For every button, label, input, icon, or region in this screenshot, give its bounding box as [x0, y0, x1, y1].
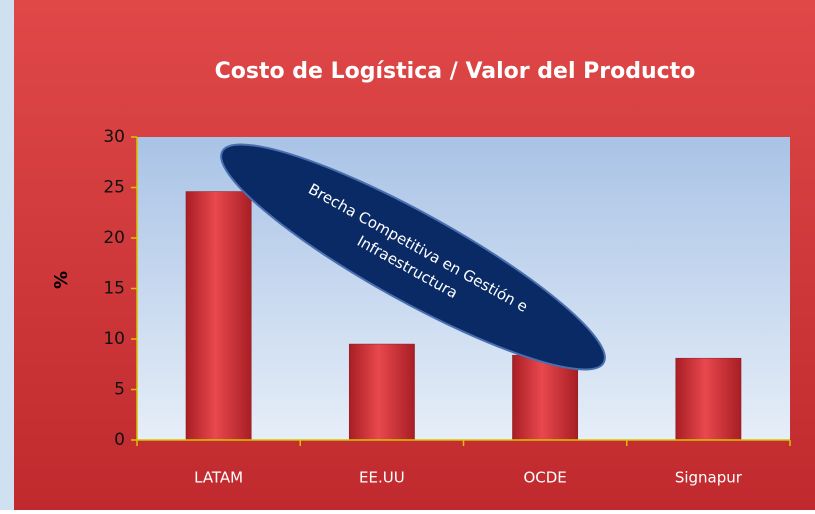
bar — [512, 354, 579, 441]
y-axis-label: % — [51, 271, 72, 289]
y-tick-label: 25 — [103, 178, 125, 198]
x-tick-label: Signapur — [675, 469, 743, 487]
y-tick-label: 30 — [103, 127, 125, 147]
bar — [675, 357, 742, 441]
x-tick-label: EE.UU — [359, 469, 405, 487]
marks: 0 5 10 15 20 25 30 LATAM EE.UU OCDE Signapur — [103, 127, 791, 487]
y-tick-label: 5 — [114, 380, 125, 400]
bar — [348, 343, 415, 441]
chart-title: Costo de Logística / Valor del Producto — [215, 59, 696, 84]
y-tick-label: 0 — [114, 430, 125, 450]
bar — [185, 191, 252, 441]
y-tick-label: 10 — [103, 329, 125, 349]
x-tick-label: LATAM — [194, 469, 243, 487]
side-strip — [0, 0, 14, 510]
y-tick-label: 20 — [103, 228, 125, 248]
x-tick-label: OCDE — [523, 469, 566, 487]
y-tick-label: 15 — [103, 279, 125, 299]
